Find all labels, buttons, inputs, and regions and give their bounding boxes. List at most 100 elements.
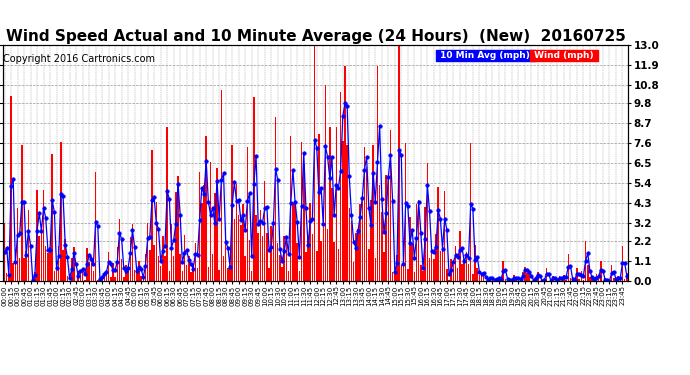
Bar <box>416 204 417 281</box>
Bar <box>14 261 16 281</box>
Bar <box>138 261 139 281</box>
Bar <box>589 278 591 281</box>
Bar <box>451 259 452 281</box>
Bar <box>479 275 480 281</box>
Bar <box>587 265 589 281</box>
Bar <box>170 224 172 281</box>
Bar <box>136 272 137 281</box>
Bar <box>125 266 127 281</box>
Bar <box>88 262 90 281</box>
Bar <box>82 268 83 281</box>
Bar <box>17 209 19 281</box>
Bar <box>355 233 357 281</box>
Bar <box>342 141 344 281</box>
Bar <box>90 256 92 281</box>
Bar <box>64 238 66 281</box>
Bar <box>624 279 625 281</box>
Bar <box>206 136 207 281</box>
Bar <box>21 145 23 281</box>
Bar <box>238 215 239 281</box>
Bar <box>229 265 230 281</box>
Bar <box>409 217 411 281</box>
Bar <box>448 280 450 281</box>
Bar <box>216 168 218 281</box>
Bar <box>506 279 509 281</box>
Bar <box>186 265 188 281</box>
Bar <box>145 254 146 281</box>
Bar <box>67 276 68 281</box>
Bar <box>455 246 456 281</box>
Bar <box>531 280 532 281</box>
Bar <box>290 136 291 281</box>
Bar <box>264 181 266 281</box>
Bar <box>340 92 342 281</box>
Text: Wind (mph): Wind (mph) <box>531 51 597 60</box>
Bar <box>533 280 534 281</box>
Bar <box>405 143 406 281</box>
Bar <box>468 264 469 281</box>
Bar <box>353 262 355 281</box>
Bar <box>325 85 326 281</box>
Bar <box>275 117 276 281</box>
Bar <box>446 268 448 281</box>
Bar <box>208 267 209 281</box>
Bar <box>359 204 361 281</box>
Bar <box>151 150 152 281</box>
Bar <box>303 164 304 281</box>
Bar <box>26 251 27 281</box>
Bar <box>123 278 125 281</box>
Bar <box>557 279 558 281</box>
Bar <box>84 280 86 281</box>
Bar <box>234 219 235 281</box>
Bar <box>440 251 441 281</box>
Bar <box>19 258 21 281</box>
Bar <box>79 270 81 281</box>
Bar <box>197 268 198 281</box>
Bar <box>47 253 49 281</box>
Bar <box>522 272 524 281</box>
Bar <box>379 185 380 281</box>
Bar <box>117 247 118 281</box>
Bar <box>221 90 222 281</box>
Bar <box>60 142 61 281</box>
Text: Copyright 2016 Cartronics.com: Copyright 2016 Cartronics.com <box>3 54 155 64</box>
Bar <box>563 275 564 281</box>
Bar <box>546 268 547 281</box>
Bar <box>595 274 598 281</box>
Bar <box>112 263 114 281</box>
Bar <box>132 224 133 281</box>
Bar <box>333 242 335 281</box>
Bar <box>219 270 220 281</box>
Bar <box>526 273 528 281</box>
Bar <box>262 236 264 281</box>
Bar <box>6 273 8 281</box>
Bar <box>483 273 484 281</box>
Bar <box>457 268 458 281</box>
Bar <box>77 272 79 281</box>
Bar <box>496 279 497 281</box>
Bar <box>377 66 378 281</box>
Bar <box>3 224 6 281</box>
Bar <box>418 200 420 281</box>
Bar <box>420 265 422 281</box>
Bar <box>591 278 593 281</box>
Bar <box>613 278 615 281</box>
Bar <box>99 278 101 281</box>
Bar <box>201 203 203 281</box>
Title: Wind Speed Actual and 10 Minute Average (24 Hours)  (New)  20160725: Wind Speed Actual and 10 Minute Average … <box>6 29 626 44</box>
Bar <box>513 275 515 281</box>
Bar <box>433 259 435 281</box>
Bar <box>392 272 393 281</box>
Bar <box>570 278 571 281</box>
Bar <box>210 162 211 281</box>
Bar <box>121 259 122 281</box>
Bar <box>188 256 190 281</box>
Bar <box>181 271 183 281</box>
Bar <box>204 185 205 281</box>
Bar <box>108 252 110 281</box>
Bar <box>327 230 328 281</box>
Bar <box>604 278 606 281</box>
Bar <box>398 45 400 281</box>
Bar <box>58 246 59 281</box>
Bar <box>214 193 215 281</box>
